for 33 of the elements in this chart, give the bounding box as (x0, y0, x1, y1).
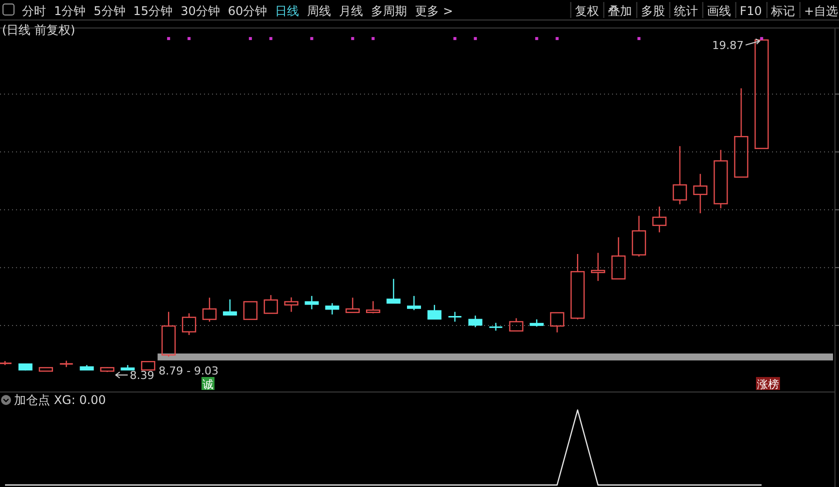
text: F10 (740, 4, 762, 18)
chart-title: (日线 前复权) (2, 23, 76, 37)
text: 5分钟 (94, 4, 126, 18)
text: 30分钟 (180, 4, 220, 18)
text: 更多 > (415, 4, 453, 18)
candlestick (488, 322, 504, 332)
band-label: 8.79 - 9.03 (158, 364, 219, 378)
candlestick (714, 149, 728, 209)
annotation: 8.39 (130, 369, 154, 382)
candlestick (448, 311, 462, 322)
chart-title: 加仓点 XG: 0.00 (14, 393, 106, 407)
text: 画线 (706, 4, 731, 18)
text: 叠加 (608, 4, 632, 18)
text: 涨榜 (757, 378, 779, 391)
text: 日线 (275, 4, 300, 18)
candlestick (304, 295, 319, 310)
text: 复权 (574, 4, 599, 18)
text: 60分钟 (228, 4, 268, 18)
candlestick (325, 302, 340, 316)
annotation: 19.87 (712, 39, 744, 52)
text: 月线 (339, 4, 364, 18)
text: 分时 (22, 4, 46, 18)
text: 周线 (307, 4, 332, 18)
text: 多周期 (371, 4, 408, 18)
text: 15分钟 (133, 4, 173, 18)
text: 多股 (640, 4, 665, 18)
text: 1分钟 (54, 4, 86, 18)
text: 统计 (674, 4, 698, 18)
text: 诚 (202, 378, 214, 391)
candlestick (284, 296, 298, 312)
text: 标记 (770, 4, 795, 18)
text: +自选 (804, 4, 838, 18)
candlestick (693, 173, 708, 214)
